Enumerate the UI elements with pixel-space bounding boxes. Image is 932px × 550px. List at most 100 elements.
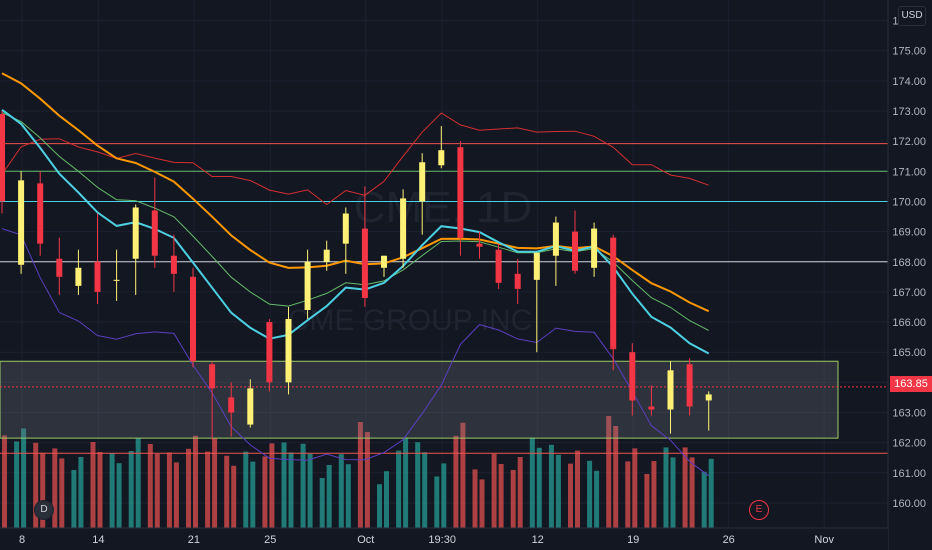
volume-bar	[109, 453, 115, 528]
earnings-marker[interactable]: E	[749, 500, 769, 520]
volume-bar	[670, 457, 676, 528]
volume-bar	[460, 422, 466, 528]
last-price-tag: 163.85	[890, 376, 932, 392]
candle-body	[266, 322, 273, 383]
time-tick-label: 19	[627, 534, 639, 546]
candle-body	[75, 267, 82, 286]
price-tick-label: 170.00	[892, 196, 926, 208]
price-tick-label: 174.00	[892, 76, 926, 88]
volume-bar	[491, 454, 497, 528]
price-tick-label: 160.00	[892, 498, 926, 510]
candle-body	[94, 261, 101, 292]
time-tick-label: 8	[19, 534, 25, 546]
volume-bar	[575, 450, 580, 528]
volume-bar	[625, 461, 631, 528]
price-tick-label: 163.00	[892, 408, 926, 420]
volume-bar	[205, 451, 211, 528]
watermark-symbol: CME, 1D	[354, 183, 532, 232]
volume-bars	[2, 416, 714, 528]
time-tick-label: 26	[723, 534, 735, 546]
price-tick-label: 166.00	[892, 317, 926, 329]
volume-bar	[415, 442, 421, 528]
volume-bar	[479, 479, 485, 528]
volume-bar	[14, 441, 20, 528]
price-tick-label: 167.00	[892, 287, 926, 299]
candle-body	[361, 228, 368, 298]
horizontal-levels	[0, 143, 888, 454]
candle-body	[610, 237, 617, 350]
candle-body	[209, 364, 216, 389]
time-tick-label: 19:30	[428, 534, 456, 546]
volume-bar	[307, 453, 313, 528]
upper-band-line	[1, 112, 709, 206]
candle-body	[705, 394, 712, 401]
volume-bar	[555, 454, 561, 528]
candle-body	[304, 261, 311, 310]
currency-label[interactable]: USD	[898, 6, 926, 26]
candle-body	[533, 252, 540, 280]
price-tick-label: 162.00	[892, 438, 926, 450]
volume-bar	[345, 464, 351, 528]
candle-body	[514, 273, 521, 289]
candle-body	[667, 370, 674, 410]
candle-body	[686, 364, 693, 407]
volume-bar	[568, 463, 573, 528]
candle-body	[170, 255, 177, 274]
volume-bar	[594, 470, 600, 528]
time-tick-label: 21	[188, 534, 200, 546]
candle-body	[56, 258, 63, 277]
volume-bar	[52, 448, 58, 528]
candle-body	[629, 352, 636, 401]
candle-body	[648, 406, 655, 410]
time-axis[interactable]: 8 14 21 25 Oct 19:30 12 19 26 Nov	[0, 527, 888, 550]
volume-bar	[453, 435, 459, 528]
volume-bar	[498, 464, 504, 528]
price-tick-label: 175.00	[892, 46, 926, 58]
candle-body	[419, 162, 426, 202]
dividend-marker[interactable]: D	[34, 500, 54, 520]
candle-body	[476, 243, 483, 247]
volume-bar	[173, 462, 179, 528]
volume-bar	[90, 442, 96, 528]
volume-bar	[116, 463, 122, 528]
volume-bar	[441, 463, 447, 528]
volume-bar	[548, 444, 554, 528]
volume-bar	[396, 450, 402, 528]
price-tick-label: 161.00	[892, 468, 926, 480]
volume-bar	[434, 476, 440, 528]
volume-bar	[517, 457, 523, 528]
volume-bar	[384, 471, 389, 528]
price-axis[interactable]: 176.00175.00174.00173.00172.00171.00170.…	[887, 0, 932, 550]
time-tick-label: Oct	[357, 534, 374, 546]
volume-bar	[59, 458, 65, 528]
ma-mid-line	[1, 112, 709, 331]
volume-bar	[338, 454, 344, 528]
time-tick-label: Nov	[814, 534, 834, 546]
time-tick-label: 14	[92, 534, 104, 546]
volume-bar	[2, 435, 7, 528]
volume-bar	[128, 451, 134, 528]
volume-bar	[644, 474, 650, 528]
volume-bar	[262, 456, 268, 528]
candle-body	[132, 207, 139, 259]
lower-band-line	[1, 228, 709, 477]
volume-bar	[135, 438, 141, 528]
volume-bar	[510, 470, 516, 528]
volume-bar	[21, 428, 27, 528]
grid-lines	[0, 0, 888, 528]
volume-bar	[269, 443, 275, 528]
candle-body	[37, 183, 44, 244]
candle-body	[323, 249, 330, 262]
volume-bar	[472, 469, 478, 528]
volume-bar	[529, 437, 535, 528]
watermark-company: CME GROUP INC	[288, 304, 532, 337]
volume-bar	[154, 454, 160, 528]
candle-body	[151, 210, 158, 256]
candle-body	[247, 388, 254, 425]
volume-bar	[97, 452, 103, 528]
volume-bar	[231, 465, 237, 528]
time-tick-label: 25	[264, 534, 276, 546]
volume-bar	[40, 452, 46, 528]
candles	[0, 111, 712, 440]
